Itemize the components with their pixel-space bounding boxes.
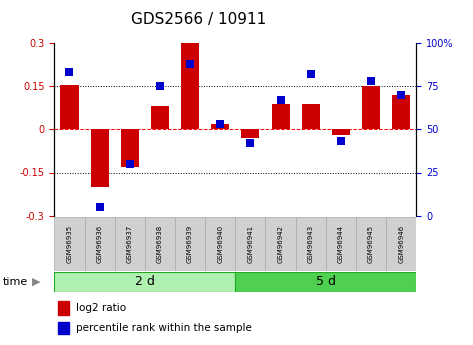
Text: GSM96939: GSM96939: [187, 225, 193, 263]
Bar: [85, 217, 114, 271]
Bar: [91, 129, 109, 187]
Text: GSM96935: GSM96935: [67, 225, 72, 263]
Text: GDS2566 / 10911: GDS2566 / 10911: [131, 12, 266, 27]
Bar: [61, 85, 79, 129]
Text: log2 ratio: log2 ratio: [76, 303, 126, 313]
Bar: [114, 217, 145, 271]
Point: [246, 140, 254, 146]
Bar: [326, 217, 356, 271]
Bar: [235, 217, 265, 271]
Bar: [205, 217, 235, 271]
Point: [126, 161, 133, 167]
Bar: [362, 86, 380, 129]
Point: [96, 204, 104, 210]
Bar: [121, 129, 139, 167]
Text: GSM96940: GSM96940: [217, 225, 223, 263]
Bar: [272, 104, 289, 129]
Point: [156, 83, 164, 89]
Text: GSM96941: GSM96941: [247, 225, 254, 263]
Point: [277, 97, 284, 103]
Bar: [211, 124, 229, 129]
Text: percentile rank within the sample: percentile rank within the sample: [76, 323, 252, 333]
Text: GSM96938: GSM96938: [157, 225, 163, 263]
Bar: [332, 129, 350, 135]
Text: GSM96944: GSM96944: [338, 225, 344, 263]
Point: [367, 78, 375, 84]
Text: GSM96942: GSM96942: [278, 225, 283, 263]
Bar: [58, 301, 69, 315]
Point: [307, 71, 315, 77]
Bar: [296, 217, 326, 271]
Bar: [151, 106, 169, 129]
Point: [337, 139, 345, 144]
Text: GSM96946: GSM96946: [398, 225, 404, 263]
Bar: [265, 217, 296, 271]
Bar: [235, 272, 416, 292]
Bar: [145, 217, 175, 271]
Bar: [58, 322, 69, 334]
Text: time: time: [2, 277, 27, 286]
Text: 2 d: 2 d: [135, 275, 155, 288]
Point: [186, 61, 194, 67]
Text: GSM96943: GSM96943: [308, 225, 314, 263]
Bar: [241, 129, 259, 138]
Point: [66, 70, 73, 75]
Text: 5 d: 5 d: [316, 275, 336, 288]
Bar: [54, 217, 85, 271]
Bar: [392, 95, 410, 129]
Bar: [386, 217, 416, 271]
Bar: [181, 43, 199, 129]
Bar: [302, 104, 320, 129]
Point: [397, 92, 405, 98]
Bar: [356, 217, 386, 271]
Point: [217, 121, 224, 127]
Text: ▶: ▶: [32, 277, 41, 286]
Text: GSM96945: GSM96945: [368, 225, 374, 263]
Text: GSM96936: GSM96936: [96, 225, 103, 263]
Bar: [175, 217, 205, 271]
Text: GSM96937: GSM96937: [127, 225, 133, 263]
Bar: [54, 272, 235, 292]
